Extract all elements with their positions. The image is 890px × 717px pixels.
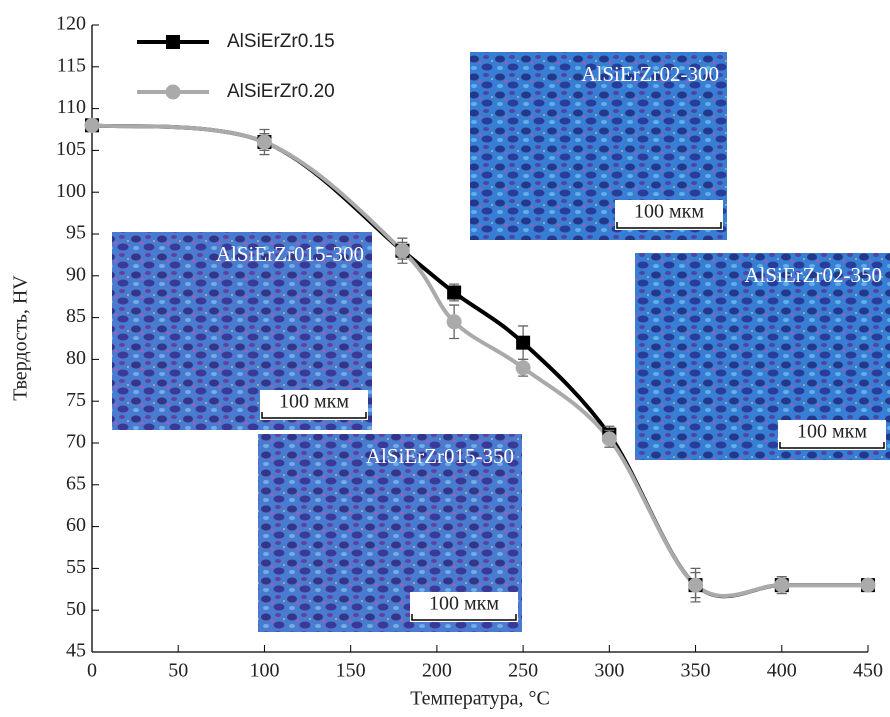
- x-tick-label: 50: [168, 660, 188, 682]
- y-tick-label: 50: [66, 598, 86, 620]
- scale-label: 100 мкм: [279, 391, 349, 413]
- x-tick-label: 0: [87, 660, 97, 682]
- y-tick-label: 45: [66, 640, 86, 662]
- y-tick-label: 120: [56, 13, 86, 35]
- scale-bar: [616, 222, 722, 229]
- micrograph-label: AlSiErZr015-350: [366, 444, 514, 468]
- scale-box: [260, 390, 368, 420]
- scale-label: 100 мкм: [429, 593, 499, 615]
- data-point: [256, 134, 272, 150]
- y-tick-label: 60: [66, 514, 86, 536]
- micrograph-label: AlSiErZr015-300: [216, 242, 364, 266]
- data-point: [601, 431, 617, 447]
- micrograph-label: AlSiErZr02-300: [581, 62, 719, 86]
- y-tick-label: 65: [66, 472, 86, 494]
- scale-label: 100 мкм: [797, 421, 867, 443]
- scale-bar: [411, 614, 517, 621]
- insets: AlSiErZr02-300 100 мкм AlSiErZr015-300 100 …: [112, 52, 890, 632]
- data-point: [688, 577, 704, 593]
- y-tick-label: 110: [57, 96, 86, 118]
- x-tick-label: 250: [508, 660, 538, 682]
- data-point: [515, 360, 531, 376]
- data-point: [84, 117, 100, 133]
- y-tick-label: 105: [56, 138, 86, 160]
- legend-marker: [166, 35, 180, 49]
- legend-label: AlSiErZr0.15: [227, 31, 335, 52]
- data-point: [447, 285, 462, 300]
- x-axis-label: Температура, °C: [410, 688, 550, 710]
- y-tick-label: 95: [66, 222, 86, 244]
- y-tick-label: 115: [57, 54, 86, 76]
- scale-box: [615, 200, 723, 230]
- x-tick-label: 200: [422, 660, 452, 682]
- y-tick-label: 80: [66, 347, 86, 369]
- x-tick-label: 350: [681, 660, 711, 682]
- data-point: [516, 335, 531, 350]
- y-tick-label: 70: [66, 431, 86, 453]
- data-point: [774, 577, 790, 593]
- y-tick-label: 55: [66, 556, 86, 578]
- y-axis-label: Твердость, HV: [10, 275, 32, 401]
- micrograph-label: AlSiErZr02-350: [744, 263, 882, 287]
- scale-box: [410, 592, 518, 622]
- scale-bar: [261, 412, 367, 419]
- data-point: [860, 577, 876, 593]
- y-tick-label: 100: [56, 180, 86, 202]
- data-point: [446, 314, 462, 330]
- y-tick-label: 85: [66, 305, 86, 327]
- x-tick-label: 300: [594, 660, 624, 682]
- data-point: [394, 243, 410, 259]
- scale-bar: [779, 442, 885, 449]
- scale-label: 100 мкм: [634, 201, 704, 223]
- x-tick-label: 450: [853, 660, 883, 682]
- x-tick-label: 100: [249, 660, 279, 682]
- legend-marker: [165, 84, 181, 100]
- scale-box: [778, 420, 886, 450]
- legend-label: AlSiErZr0.20: [227, 81, 335, 102]
- y-tick-label: 75: [66, 389, 86, 411]
- x-tick-label: 150: [336, 660, 366, 682]
- y-tick-label: 90: [66, 263, 86, 285]
- x-tick-label: 400: [767, 660, 797, 682]
